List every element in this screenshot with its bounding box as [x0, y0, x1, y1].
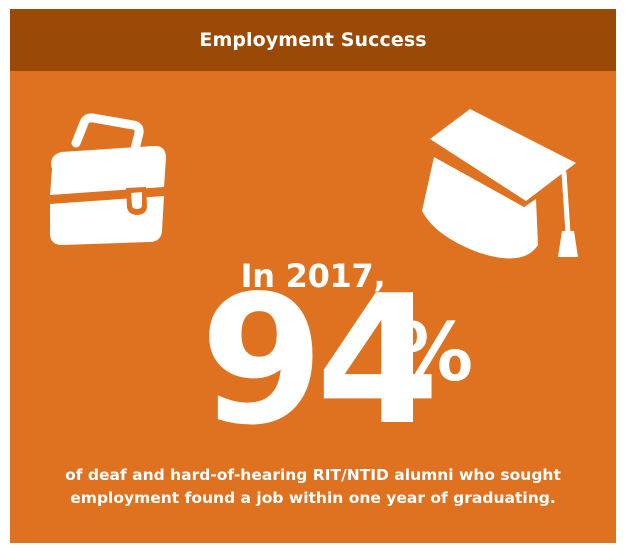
stat-percent-sign: %	[393, 306, 473, 399]
stat-caption: of deaf and hard-of-hearing RIT/NTID alu…	[20, 464, 606, 510]
briefcase-icon	[36, 109, 178, 249]
header-title: Employment Success	[199, 29, 427, 51]
card-header: Employment Success	[10, 9, 616, 71]
employment-success-card: Employment Success In 2017,	[10, 9, 616, 543]
stat-number: 94	[200, 257, 440, 464]
graduation-cap-icon	[414, 107, 582, 263]
caption-line-1: of deaf and hard-of-hearing RIT/NTID alu…	[65, 466, 561, 484]
caption-line-2: employment found a job within one year o…	[70, 489, 556, 507]
year-line: In 2017,	[240, 257, 386, 295]
